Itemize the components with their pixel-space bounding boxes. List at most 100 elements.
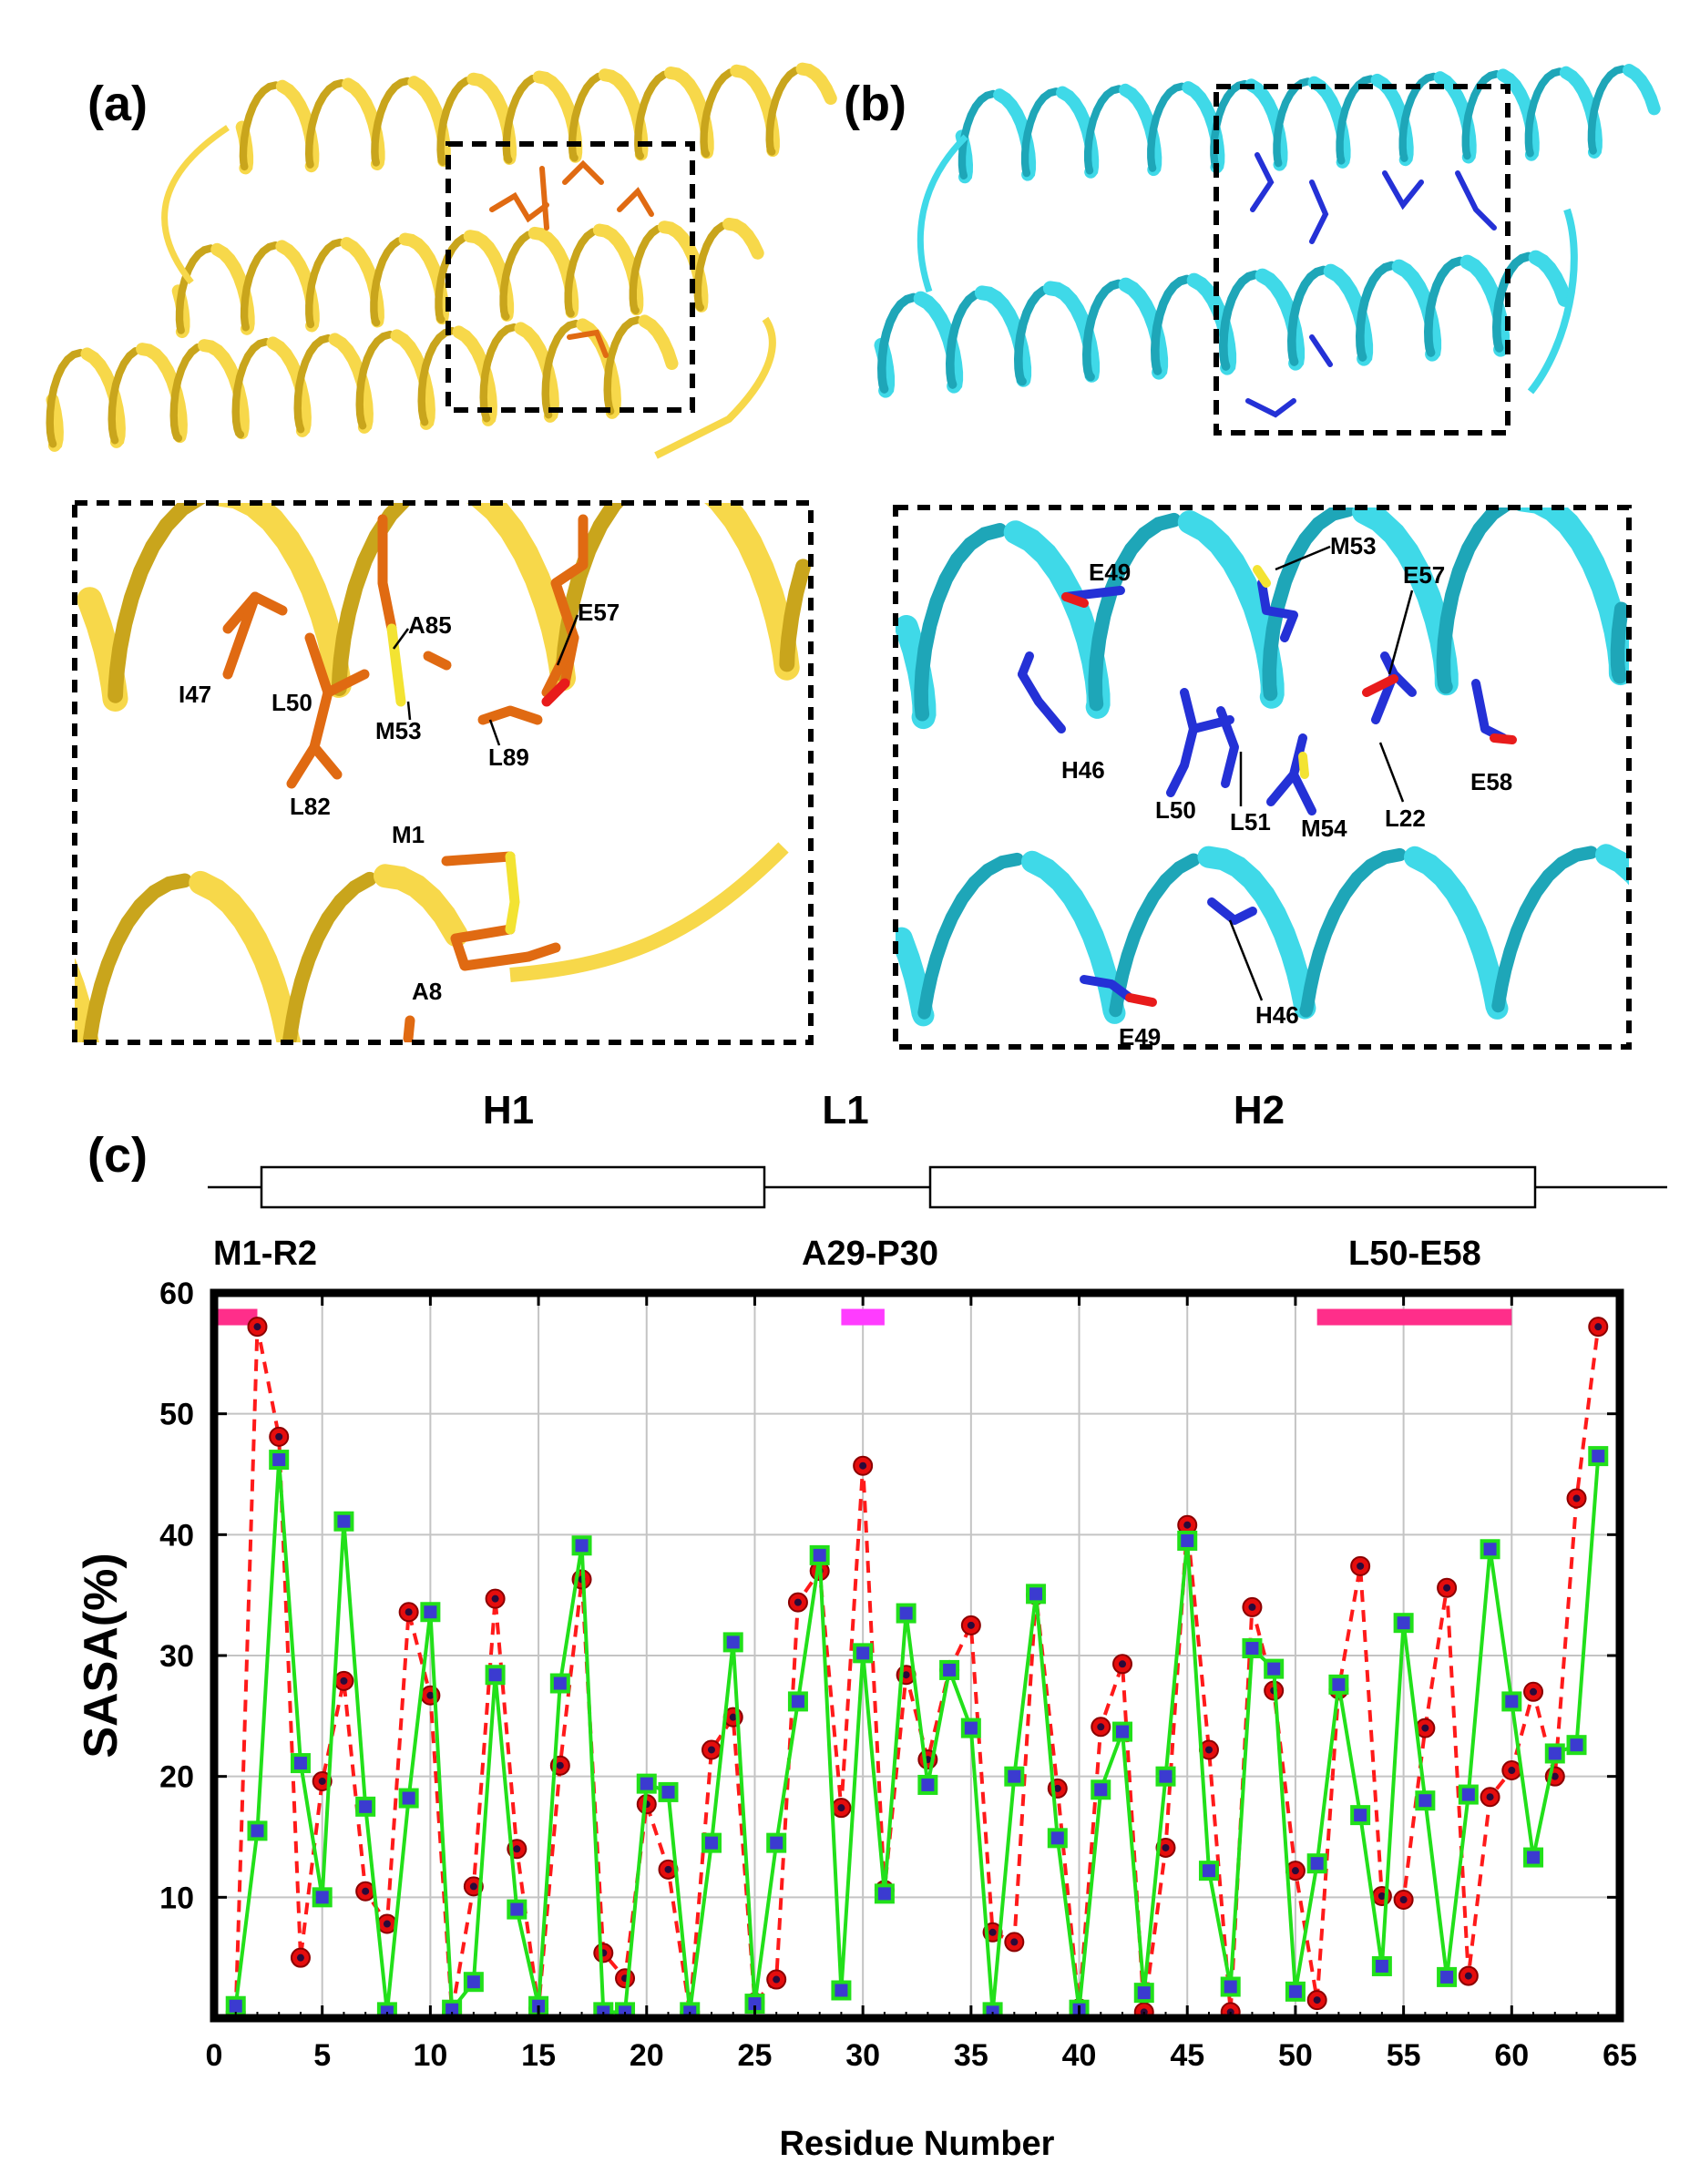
series-1-point-core bbox=[1291, 1867, 1299, 1875]
label-l82: L82 bbox=[290, 793, 331, 820]
series-1-point-core bbox=[1204, 1746, 1213, 1754]
zoom-frame-b bbox=[893, 505, 1632, 1050]
series-2-point bbox=[398, 1788, 419, 1809]
series-1-line bbox=[233, 1326, 1601, 2013]
helix-front-strand bbox=[638, 314, 679, 370]
series-2-point bbox=[290, 1753, 311, 1774]
label-e58: E58 bbox=[1470, 768, 1512, 795]
helix-back-strand bbox=[876, 292, 918, 394]
series-2-point bbox=[1264, 1658, 1285, 1679]
helix-back-strand bbox=[568, 72, 603, 162]
series-1-point-core bbox=[491, 1594, 499, 1603]
secondary-structure: H1 L1 H2 (c) M1-R2 A29-P30 L50-E58 bbox=[87, 1088, 1667, 1273]
helix-b-top bbox=[955, 64, 1661, 184]
series-1-point-core bbox=[837, 1804, 845, 1812]
series-2-point bbox=[1047, 1828, 1068, 1849]
series-2-line bbox=[233, 1455, 1601, 2015]
helix-front-strand bbox=[592, 223, 644, 316]
helix-back-strand bbox=[1286, 265, 1328, 366]
series-2-point bbox=[809, 1544, 830, 1565]
label-h46: H46 bbox=[1061, 756, 1105, 784]
series-2-point bbox=[658, 1781, 679, 1802]
helix-back-strand bbox=[1218, 270, 1260, 371]
series-2-point bbox=[420, 1602, 441, 1623]
series-1-point-core bbox=[988, 1928, 997, 1936]
helix-front-strand bbox=[1352, 508, 1459, 696]
series-2-point bbox=[766, 1832, 787, 1853]
helix-front-strand bbox=[1528, 250, 1572, 307]
helix-back-strand bbox=[1109, 853, 1201, 1018]
helix-front-strand bbox=[1177, 510, 1285, 709]
label-m1: M1 bbox=[392, 821, 425, 848]
helix-back-strand bbox=[1587, 65, 1627, 155]
y-tick-label: 20 bbox=[159, 1760, 194, 1795]
helix-back-strand bbox=[1398, 72, 1438, 162]
series-1-point-core bbox=[318, 1777, 326, 1785]
helix-back-strand bbox=[293, 333, 333, 434]
series-1-point-core bbox=[1119, 1660, 1127, 1668]
series-2-point bbox=[722, 1632, 743, 1653]
series-1-point-core bbox=[1572, 1494, 1581, 1502]
x-tick-label: 10 bbox=[413, 2038, 447, 2073]
zoom-a-annotations: I47 L50 M53 A85 E57 L89 L82 M1 A8 bbox=[179, 599, 620, 1005]
series-2-point bbox=[571, 1535, 592, 1556]
series-2-point bbox=[1155, 1766, 1176, 1787]
panel-a-overview: (a) bbox=[46, 62, 837, 459]
series-1-point-core bbox=[707, 1746, 715, 1754]
helix-front-strand bbox=[1197, 846, 1316, 1020]
zoom-helix-a-bottom bbox=[75, 864, 468, 1042]
helix-back-strand bbox=[765, 67, 800, 156]
series-2-point bbox=[787, 1691, 808, 1712]
series-1-point-core bbox=[1313, 1996, 1321, 2005]
helix-back-strand bbox=[779, 559, 811, 672]
zoom-box-b bbox=[1214, 84, 1511, 436]
series-2-point bbox=[1198, 1861, 1219, 1882]
series-2-point bbox=[355, 1796, 376, 1817]
sasa-chart: 0 5 10 15 20 25 30 35 40 45 50 55 60 65 10 20 30 40 50 60 S… bbox=[75, 1277, 1637, 2163]
range-label-3: L50-E58 bbox=[1348, 1235, 1481, 1273]
series-1-point-core bbox=[967, 1621, 975, 1629]
series-1-point-core bbox=[253, 1323, 261, 1331]
range-label-2: A29-P30 bbox=[802, 1235, 938, 1273]
sticks-b-overview bbox=[1245, 152, 1497, 418]
x-tick-label: 30 bbox=[845, 2038, 880, 2073]
helix-back-strand bbox=[1088, 512, 1182, 712]
series-2-point bbox=[1523, 1847, 1544, 1868]
helix-back-strand bbox=[82, 873, 192, 1042]
zoom-helix-b-top bbox=[896, 508, 1629, 730]
label-e49-lower: E49 bbox=[1119, 1023, 1161, 1051]
chart-ticks: 0 5 10 15 20 25 30 35 40 45 50 55 60 65 10 20 30 40 50 60 bbox=[159, 1277, 1637, 2073]
series-1-point-core bbox=[1053, 1784, 1061, 1792]
series-1-point-core bbox=[1486, 1793, 1494, 1801]
series-1-point-core bbox=[1551, 1772, 1559, 1780]
helix-back-strand bbox=[634, 70, 669, 160]
x-tick-label: 15 bbox=[521, 2038, 556, 2073]
helix-a-bottom bbox=[46, 314, 679, 452]
series-2-point bbox=[874, 1883, 895, 1904]
series-2-point bbox=[1350, 1805, 1371, 1826]
series-1-point-core bbox=[405, 1608, 413, 1616]
series-2-point bbox=[1393, 1613, 1414, 1634]
helix-front-strand bbox=[75, 958, 100, 1042]
helix-front-strand bbox=[1404, 846, 1509, 1020]
highlight-bar bbox=[1316, 1308, 1512, 1326]
zoom-sticks-a-sulfur bbox=[386, 623, 520, 935]
zoom-helix-b-bottom bbox=[896, 844, 1629, 1027]
helix-box-h1 bbox=[260, 1165, 766, 1209]
helix-back-strand bbox=[1084, 85, 1123, 175]
helix-back-strand bbox=[1081, 279, 1123, 382]
helix-back-strand bbox=[169, 343, 201, 443]
series-1-point-core bbox=[794, 1598, 802, 1606]
series-2-point bbox=[312, 1887, 333, 1908]
helix-back-strand bbox=[282, 871, 377, 1042]
series-2-point bbox=[1415, 1790, 1436, 1811]
panel-b-label: (b) bbox=[844, 77, 906, 131]
series-2-point bbox=[549, 1673, 570, 1694]
series-2-point bbox=[1306, 1853, 1327, 1874]
zoom-panel-a: I47 L50 M53 A85 E57 L89 L82 M1 A8 bbox=[72, 500, 814, 1045]
label-h46-lower: H46 bbox=[1255, 1001, 1299, 1029]
zoom-frame-a bbox=[72, 500, 814, 1045]
label-l22: L22 bbox=[1385, 805, 1426, 832]
series-1-point-core bbox=[1464, 1972, 1472, 1980]
